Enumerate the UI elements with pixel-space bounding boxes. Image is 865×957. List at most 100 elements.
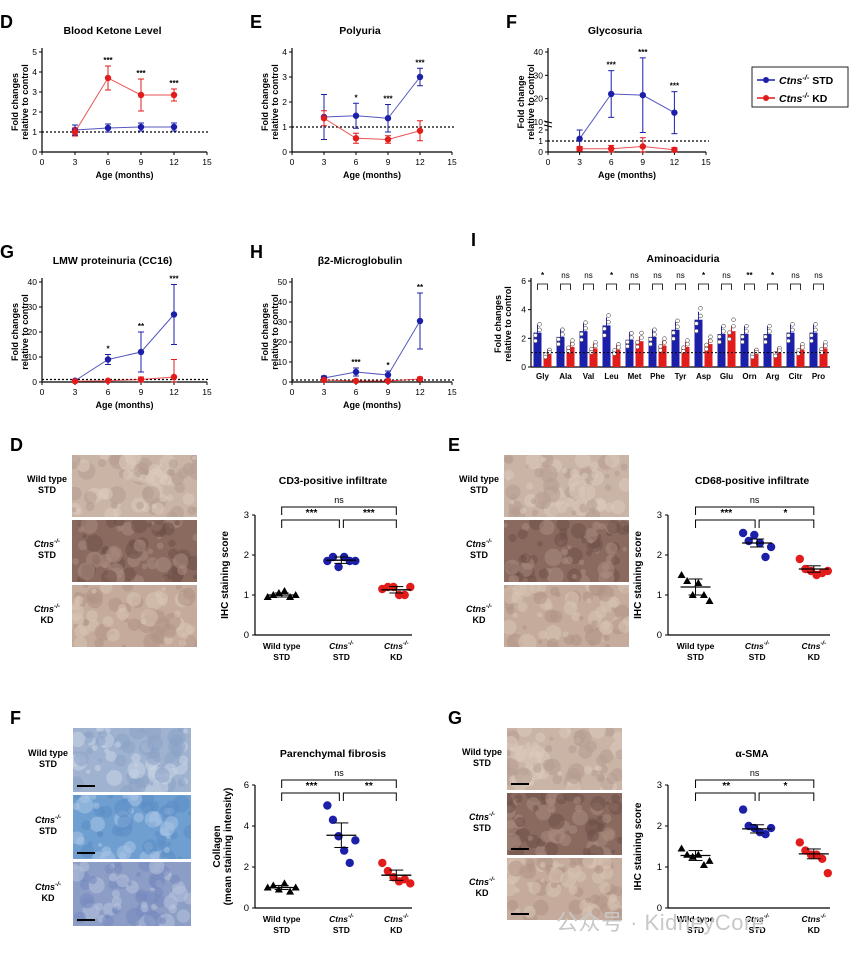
x-tick-label: 15 (202, 157, 212, 167)
tissue-blob (586, 499, 598, 511)
tissue-blob (511, 591, 524, 604)
tissue-blob (581, 537, 588, 544)
tissue-blob (93, 802, 100, 810)
significance-mark: ns (334, 768, 344, 778)
panel-letter: E (250, 12, 262, 32)
tissue-blob (112, 507, 122, 517)
data-point (727, 330, 732, 335)
tissue-blob (95, 735, 106, 747)
tissue-blob (117, 814, 133, 830)
data-point-triangle (694, 579, 703, 586)
tissue-blob (80, 520, 98, 534)
significance-mark: ** (722, 781, 730, 792)
tissue-blob (144, 810, 162, 828)
significance-bracket (281, 792, 340, 801)
data-point (608, 145, 615, 152)
data-point (744, 323, 749, 329)
tissue-blob (617, 585, 629, 594)
y-axis-label: relative to control (20, 294, 30, 370)
significance-bracket (583, 283, 594, 290)
tissue-blob (510, 500, 515, 505)
data-point (556, 337, 561, 342)
tissue-blob (544, 548, 562, 567)
genotype-label: Ctns-/- (34, 538, 60, 549)
y-tick-label: 3 (32, 87, 37, 97)
tissue-blob (570, 468, 579, 478)
significance-mark: * (783, 781, 787, 792)
tissue-blob (555, 591, 561, 598)
y-tick-label: 3 (244, 510, 249, 521)
tissue-blob (97, 459, 107, 468)
data-point (681, 345, 686, 350)
bar-std (556, 336, 565, 367)
tissue-blob (122, 567, 136, 582)
x-tick-label: 6 (354, 157, 359, 167)
x-tick-label: 3 (73, 157, 78, 167)
data-point (721, 329, 726, 334)
tissue-blob (166, 841, 172, 847)
tissue-texture (72, 520, 197, 582)
tissue-blob (560, 548, 569, 556)
series-line (323, 378, 421, 382)
data-point (416, 127, 424, 134)
data-point (537, 322, 542, 327)
tissue-blob (602, 813, 612, 824)
y-tick-label: 4 (282, 47, 287, 57)
data-point (352, 368, 360, 376)
x-tick-label: 12 (169, 157, 179, 167)
data-point (750, 354, 755, 360)
tissue-blob (514, 887, 520, 894)
data-point (708, 334, 713, 339)
bar-kd (750, 354, 759, 367)
tissue-blob (613, 731, 622, 742)
panel-letter: D (10, 435, 23, 455)
x-tick-label: 0 (290, 157, 295, 167)
tissue-blob (594, 865, 604, 875)
significance-stars: *** (136, 69, 146, 78)
y-tick-label: 2 (521, 333, 526, 343)
y-axis-label: IHC staining score (220, 531, 231, 619)
tissue-texture (507, 858, 622, 920)
tissue-blob (610, 794, 620, 804)
chart-title: α-SMA (735, 748, 769, 760)
data-point (767, 329, 772, 334)
tissue-blob (578, 615, 584, 621)
y-tick-label: 1 (244, 590, 249, 601)
tissue-blob (616, 520, 629, 536)
data-point (593, 343, 598, 348)
data-point (658, 344, 663, 349)
data-point-triangle (677, 571, 686, 578)
tissue-blob (95, 728, 101, 732)
tissue-blob (106, 769, 123, 786)
significance-mark: ns (814, 271, 822, 280)
data-point-triangle (286, 887, 295, 895)
x-tick-label: Wild type (677, 914, 715, 924)
significance-mark: *** (306, 508, 318, 519)
tissue-blob (517, 728, 533, 737)
row-label: Wild type (28, 748, 68, 758)
data-point (790, 327, 795, 333)
genotype-label: Ctns-/- STD (779, 73, 834, 87)
y-axis-label: Collagen (212, 825, 223, 867)
tissue-blob (75, 836, 85, 846)
data-point (694, 328, 699, 334)
tissue-blob (544, 602, 553, 611)
tissue-blob (504, 619, 517, 635)
data-point (763, 334, 768, 339)
genotype-label: Ctns-/- (469, 876, 495, 887)
data-point (378, 858, 387, 868)
data-point (766, 542, 776, 552)
tissue-blob (86, 747, 93, 755)
y-tick-label: 30 (278, 317, 288, 327)
data-point-triangle (280, 587, 289, 594)
bar-kd (658, 345, 667, 367)
tissue-blob (515, 799, 520, 804)
tissue-blob (83, 491, 97, 505)
tissue-blob (524, 760, 534, 770)
tissue-blob (174, 520, 180, 526)
data-point (744, 329, 749, 334)
tissue-blob (508, 574, 520, 582)
data-point (740, 334, 745, 339)
data-point (773, 353, 778, 359)
